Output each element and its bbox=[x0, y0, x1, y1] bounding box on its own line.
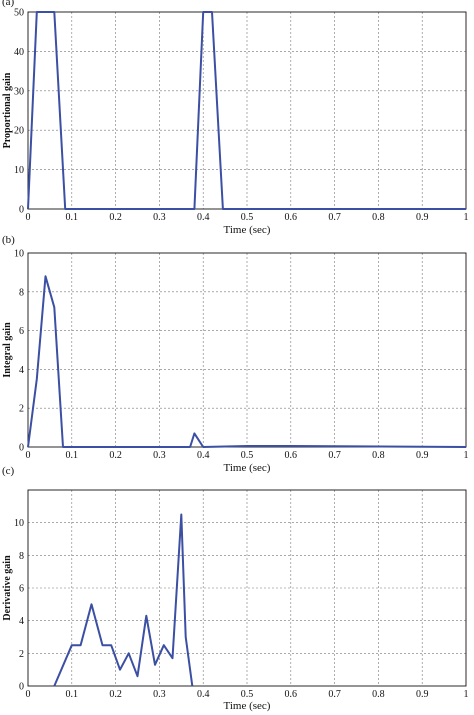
x-tick-label: 0.3 bbox=[153, 212, 166, 223]
x-axis-label: Time (sec) bbox=[224, 224, 271, 236]
x-tick-label: 0.3 bbox=[153, 450, 166, 461]
x-tick-label: 1 bbox=[464, 212, 469, 223]
y-axis-label: Proportional gain bbox=[2, 72, 13, 148]
x-tick-label: 0.6 bbox=[285, 450, 298, 461]
panel-label: (c) bbox=[2, 465, 15, 477]
x-tick-label: 0.1 bbox=[66, 212, 79, 223]
series-line bbox=[27, 11, 466, 210]
y-tick-label: 0 bbox=[19, 682, 24, 693]
x-tick-label: 0.2 bbox=[109, 212, 122, 223]
x-tick-label: 0.2 bbox=[109, 450, 122, 461]
x-tick-label: 0.5 bbox=[241, 450, 254, 461]
panel-label: (a) bbox=[2, 0, 15, 8]
series-line bbox=[53, 513, 194, 687]
y-tick-label: 6 bbox=[19, 326, 24, 337]
x-tick-label: 0.5 bbox=[241, 689, 254, 700]
y-tick-label: 10 bbox=[14, 518, 24, 529]
x-tick-label: 0 bbox=[26, 689, 31, 700]
x-tick-label: 0 bbox=[26, 212, 31, 223]
x-tick-label: 0.4 bbox=[197, 450, 210, 461]
y-tick-label: 4 bbox=[19, 365, 24, 376]
x-tick-label: 0.9 bbox=[416, 450, 429, 461]
x-axis-label: Time (sec) bbox=[224, 462, 271, 474]
x-tick-label: 0.7 bbox=[328, 450, 341, 461]
series-line bbox=[27, 275, 467, 448]
x-tick-label: 0.1 bbox=[66, 450, 79, 461]
x-axis-label: Time (sec) bbox=[224, 700, 271, 712]
y-tick-label: 50 bbox=[14, 8, 24, 19]
y-tick-label: 2 bbox=[19, 404, 24, 415]
y-tick-label: 0 bbox=[19, 205, 24, 216]
y-tick-label: 8 bbox=[19, 287, 24, 298]
x-tick-label: 0.1 bbox=[66, 689, 79, 700]
x-tick-label: 0.7 bbox=[328, 212, 341, 223]
y-tick-label: 2 bbox=[19, 649, 24, 660]
x-tick-label: 0.5 bbox=[241, 212, 254, 223]
y-tick-label: 8 bbox=[19, 551, 24, 562]
x-tick-label: 1 bbox=[464, 450, 469, 461]
y-tick-label: 40 bbox=[14, 47, 24, 58]
x-tick-label: 0.3 bbox=[153, 689, 166, 700]
x-tick-label: 0.4 bbox=[197, 689, 210, 700]
chart-panel-1: 0 0.1 0.2 0.3 0.4 0.5 0.6 0.7 0.8 0.9 101020304050… bbox=[2, 0, 469, 236]
y-tick-label: 30 bbox=[14, 86, 24, 97]
chart-panel-2: 0 0.1 0.2 0.3 0.4 0.5 0.6 0.7 0.8 0.9 10246810Time… bbox=[2, 234, 469, 474]
x-tick-label: 0.6 bbox=[285, 689, 298, 700]
x-tick-label: 0.4 bbox=[197, 212, 210, 223]
panel-label: (b) bbox=[2, 234, 15, 246]
y-tick-label: 0 bbox=[19, 443, 24, 454]
y-tick-label: 10 bbox=[14, 249, 24, 260]
x-tick-label: 0.6 bbox=[285, 212, 298, 223]
y-tick-label: 20 bbox=[14, 126, 24, 137]
y-tick-label: 10 bbox=[14, 165, 24, 176]
y-axis-label: Derivative gain bbox=[2, 555, 13, 621]
x-tick-label: 0.8 bbox=[372, 450, 385, 461]
x-tick-label: 0.8 bbox=[372, 689, 385, 700]
x-tick-label: 1 bbox=[464, 689, 469, 700]
x-tick-label: 0 bbox=[26, 450, 31, 461]
y-axis-label: Integral gain bbox=[2, 322, 13, 378]
x-tick-label: 0.8 bbox=[372, 212, 385, 223]
y-tick-label: 4 bbox=[19, 616, 24, 627]
y-tick-label: 6 bbox=[19, 584, 24, 595]
chart-panel-3: 0 0.1 0.2 0.3 0.4 0.5 0.6 0.7 0.8 0.9 10246810Time… bbox=[2, 465, 469, 712]
x-tick-label: 0.9 bbox=[416, 689, 429, 700]
plot-frame bbox=[27, 489, 467, 687]
x-tick-label: 0.2 bbox=[109, 689, 122, 700]
x-tick-label: 0.7 bbox=[328, 689, 341, 700]
x-tick-label: 0.9 bbox=[416, 212, 429, 223]
